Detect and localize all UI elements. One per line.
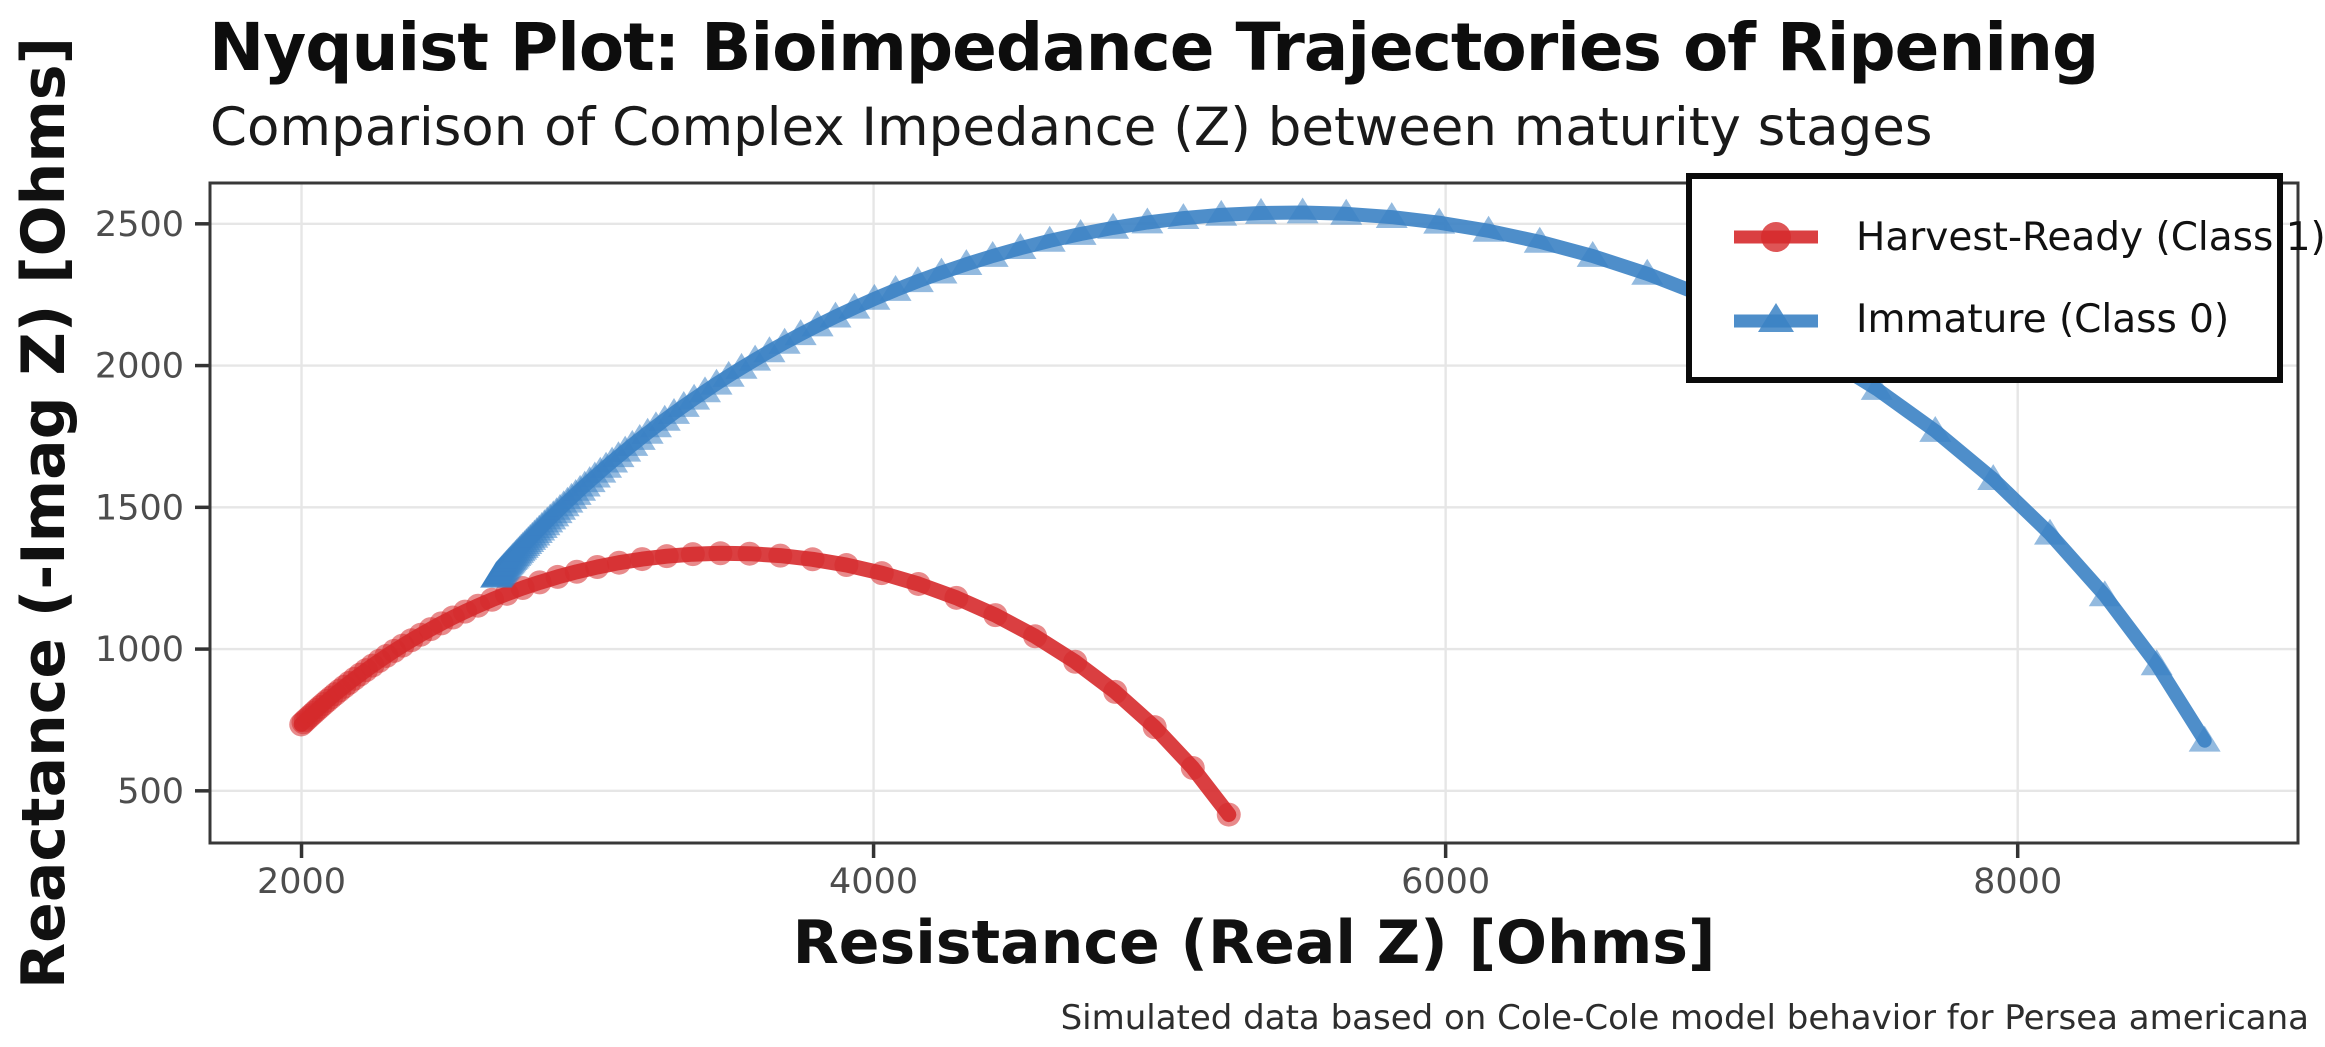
x-tick-label: 2000 [257, 862, 346, 902]
chart-caption: Simulated data based on Cole-Cole model … [1060, 998, 2309, 1038]
data-point-triangle [1033, 225, 1066, 252]
data-point-triangle [1472, 215, 1505, 242]
data-point-triangle [1977, 464, 2010, 491]
data-point-circle [768, 543, 793, 568]
data-point-triangle [1097, 212, 1130, 239]
data-point-triangle [2140, 649, 2173, 676]
data-point-triangle [725, 352, 758, 379]
legend-item-harvest-ready[interactable]: Harvest-Ready (Class 1) [1726, 207, 2325, 267]
data-point-circle [564, 559, 589, 584]
data-point-circle [1103, 679, 1128, 704]
data-point-circle [983, 603, 1008, 628]
data-point-triangle [858, 283, 891, 310]
data-point-triangle [1205, 199, 1238, 226]
panel-border [208, 181, 2300, 845]
x-tick-label: 4000 [829, 862, 918, 902]
data-point-circle [708, 541, 733, 566]
data-point-triangle [2188, 725, 2221, 752]
data-point-triangle [1131, 207, 1164, 234]
series-harvest-ready-class-1 [289, 541, 1241, 827]
data-point-triangle [950, 249, 983, 276]
y-tick-label: 1000 [95, 630, 184, 670]
chart-subtitle: Comparison of Complex Impedance (Z) betw… [210, 97, 1933, 158]
y-tick-label: 500 [117, 772, 184, 812]
y-tick-label: 1500 [95, 488, 184, 528]
data-point-circle [1142, 715, 1167, 740]
x-axis-label: Resistance (Real Z) [Ohms] [792, 908, 1716, 978]
data-point-triangle [1064, 218, 1097, 245]
data-point-circle [1180, 755, 1205, 780]
data-point-triangle [1244, 197, 1277, 224]
data-point-triangle [739, 344, 772, 371]
y-tick-label: 2000 [95, 347, 184, 387]
data-point-triangle [753, 336, 786, 363]
data-point-triangle [1330, 198, 1363, 225]
data-point-triangle [1167, 203, 1200, 230]
data-point-triangle [838, 292, 871, 319]
data-point-circle [680, 542, 705, 567]
axes: 2000 4000 6000 8000 500 1000 1500 2000 2500 [95, 205, 2062, 902]
data-point-triangle [2088, 580, 2121, 607]
data-point-triangle [1423, 207, 1456, 234]
data-point-triangle [1375, 202, 1408, 229]
data-point-triangle [1286, 197, 1319, 224]
legend-label-immature: Immature (Class 0) [1856, 296, 2230, 342]
legend-item-immature[interactable]: Immature (Class 0) [1726, 289, 2277, 349]
data-point-triangle [2033, 518, 2066, 545]
data-point-circle [607, 550, 632, 575]
data-point-triangle [1004, 233, 1037, 260]
data-point-circle [545, 564, 570, 589]
data-point-circle [800, 547, 825, 572]
y-tick-label: 2500 [95, 205, 184, 245]
data-point-triangle [879, 274, 912, 301]
data-point-triangle [1576, 240, 1609, 267]
x-tick-label: 8000 [1973, 862, 2062, 902]
triangle-line-marker-icon [1734, 303, 1818, 332]
data-point-triangle [925, 257, 958, 284]
data-point-circle [1063, 649, 1088, 674]
data-point-triangle [784, 319, 817, 346]
data-point-triangle [1919, 415, 1952, 442]
legend-label-harvest-ready: Harvest-Ready (Class 1) [1856, 214, 2325, 260]
data-point-triangle [1631, 258, 1664, 285]
legend: Harvest-Ready (Class 1) Immature (Class … [1686, 173, 2325, 383]
data-point-circle [1023, 624, 1048, 649]
series-markers-harvest-ready-class-1 [289, 541, 1241, 827]
data-point-circle [869, 561, 894, 586]
chart-title: Nyquist Plot: Bioimpedance Trajectories … [209, 9, 2099, 86]
data-point-circle [630, 547, 655, 572]
data-point-triangle [768, 327, 801, 354]
data-point-circle [585, 554, 610, 579]
data-point-circle [834, 553, 859, 578]
circle-line-marker-icon [1734, 222, 1818, 252]
data-point-triangle [1860, 374, 1893, 400]
data-point-circle [906, 571, 931, 596]
data-point-triangle [1523, 226, 1556, 253]
y-axis-label: Reactance (-Imag Z) [Ohms] [9, 36, 79, 990]
data-point-circle [1216, 802, 1241, 827]
x-tick-label: 6000 [1401, 862, 1490, 902]
data-point-circle [944, 585, 969, 610]
data-point-triangle [801, 310, 834, 337]
data-point-circle [737, 541, 762, 566]
data-point-triangle [976, 240, 1009, 267]
data-point-circle [654, 544, 679, 569]
data-point-triangle [901, 266, 934, 293]
data-point-triangle [819, 301, 852, 328]
series-line-harvest-ready-class-1 [293, 545, 1237, 823]
data-point-circle [527, 570, 552, 595]
